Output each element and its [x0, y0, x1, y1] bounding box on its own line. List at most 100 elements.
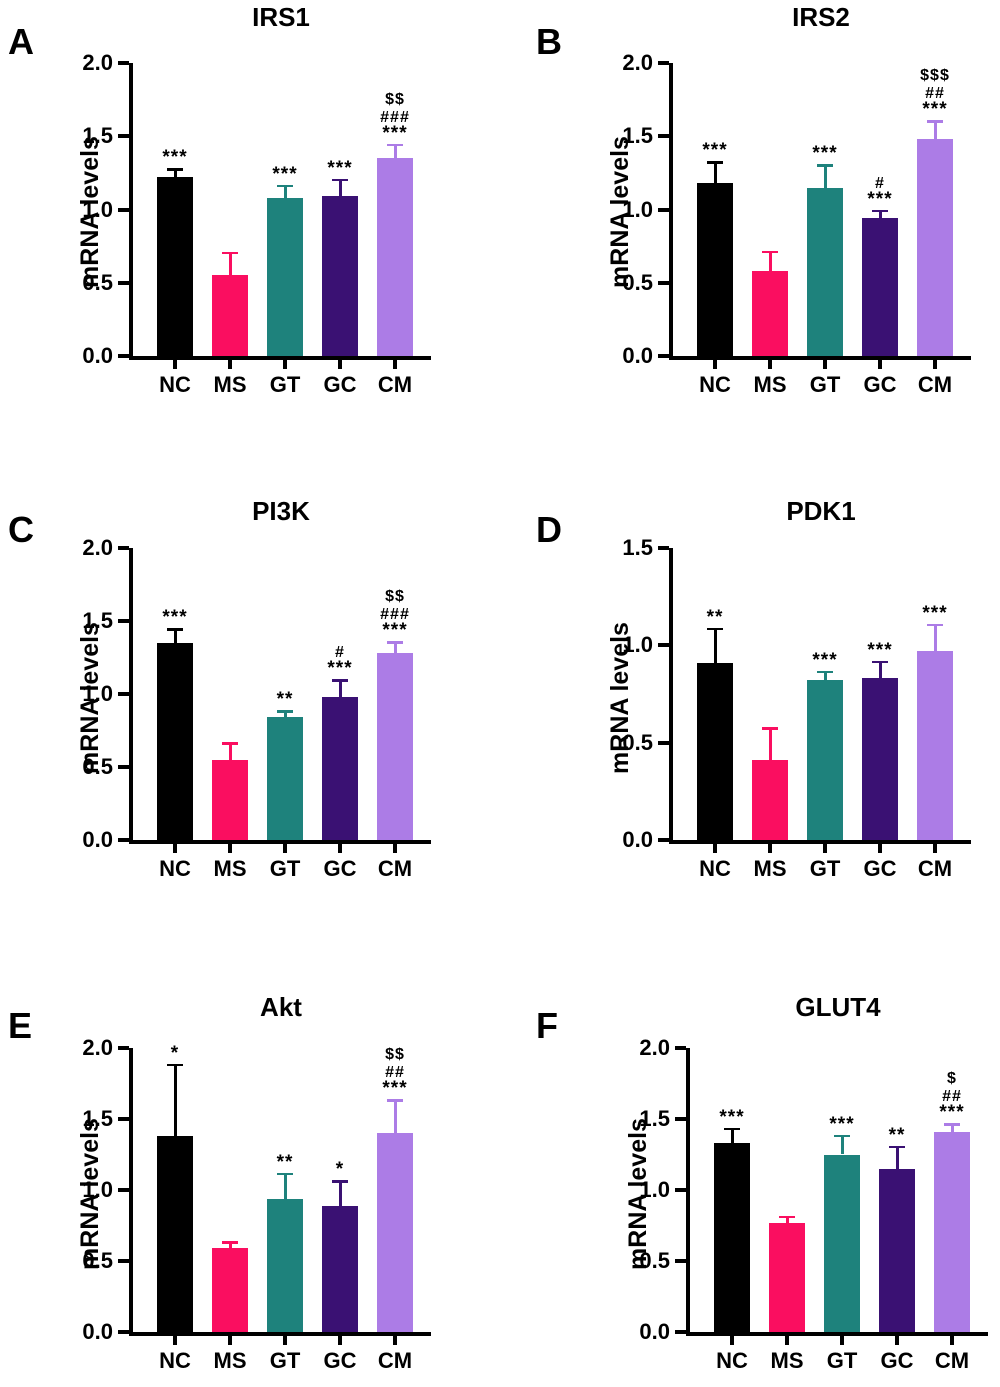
y-axis-label: mRNA levels [606, 622, 634, 774]
error-bar-cap [387, 641, 403, 644]
significance-marker: *** [382, 1078, 408, 1100]
significance-marker: *** [382, 620, 408, 642]
error-bar [934, 623, 937, 652]
significance-marker: *** [867, 639, 893, 661]
bar-nc [157, 177, 193, 356]
y-tick [658, 280, 669, 285]
x-tick [283, 360, 287, 369]
x-axis-label: MS [213, 372, 247, 397]
error-bar [824, 164, 827, 188]
x-tick [933, 360, 937, 369]
y-tick [118, 280, 129, 285]
x-tick [173, 1336, 177, 1345]
x-axis-label: GT [809, 856, 841, 881]
significance-marker: ** [276, 1151, 294, 1173]
y-tick-label: 0.5 [622, 729, 653, 755]
y-tick [118, 1046, 129, 1050]
panel-akt: E Akt mRNA levels 0.0 0.5 1.0 1.5 2.0 NC * MS GT… [0, 930, 500, 1387]
x-axis-label: NC [699, 856, 731, 881]
significance-marker: *** [939, 1102, 965, 1124]
y-tick-label: 2.0 [622, 50, 653, 75]
error-bar [879, 209, 882, 219]
x-axis-label: GT [269, 372, 301, 397]
x-tick [283, 1336, 287, 1345]
significance-marker: *** [812, 143, 838, 165]
significance-marker: *** [382, 122, 408, 144]
bar-gt [807, 187, 843, 356]
significance-marker: *** [719, 1106, 745, 1128]
error-bar-cap [222, 1241, 238, 1244]
y-tick [118, 1330, 129, 1334]
panel-pdk1: D PDK1 mRNA levels 0.0 0.5 1.0 1.5 NC ** MS GT *… [500, 460, 1000, 930]
y-tick [118, 619, 129, 623]
bar-gt [267, 717, 303, 840]
y-tick [118, 354, 129, 358]
bar-gc [862, 678, 898, 840]
significance-annotation: *** [130, 148, 220, 167]
error-bar-cap [387, 1099, 403, 1102]
y-tick-label: 2.0 [82, 50, 113, 75]
error-bar [174, 1063, 177, 1137]
error-bar-cap [332, 178, 348, 182]
x-axis-label: GC [323, 372, 357, 397]
error-bar [394, 641, 397, 654]
significance-annotation: $$ ### *** [350, 588, 440, 642]
x-tick [393, 360, 397, 369]
x-tick [823, 360, 827, 369]
significance-marker: $$ [385, 90, 405, 108]
significance-annotation: *** [295, 159, 385, 178]
bar-cm [934, 1131, 970, 1332]
error-bar [896, 1145, 899, 1169]
bar-cm [377, 1133, 413, 1332]
error-bar [951, 1123, 954, 1132]
error-bar [229, 251, 232, 276]
chart-title: Akt [260, 992, 302, 1022]
x-tick [228, 844, 232, 853]
x-axis-line [129, 840, 431, 844]
error-bar-cap [387, 143, 403, 147]
significance-annotation: * [130, 1042, 220, 1064]
chart-title: PI3K [252, 496, 310, 526]
error-bar-cap [332, 679, 348, 682]
y-tick-label: 0.5 [622, 269, 653, 295]
y-tick [118, 1188, 129, 1192]
error-bar-cap [834, 1134, 850, 1138]
significance-annotation: ** [240, 690, 330, 709]
error-bar [714, 627, 717, 663]
error-bar [284, 1172, 287, 1199]
error-bar-cap [222, 251, 238, 255]
error-bar-cap [332, 1180, 348, 1183]
y-tick-label: 0.0 [82, 343, 113, 368]
y-tick [118, 134, 129, 139]
significance-marker: ### [380, 108, 410, 126]
significance-marker: # [335, 644, 345, 662]
x-tick [173, 844, 177, 853]
plot-area: 0.0 0.5 1.0 1.5 2.0 NC *** MS GT ** GC # *** CM $$ ### *… [82, 535, 431, 881]
y-tick-label: 1.5 [622, 123, 653, 149]
x-axis-label: GT [826, 1348, 858, 1373]
bar-cm [377, 158, 413, 356]
significance-marker: # [875, 174, 885, 192]
x-tick [713, 360, 717, 369]
y-tick [118, 1259, 129, 1263]
x-axis-label: CM [934, 1348, 970, 1373]
error-bar [731, 1127, 734, 1144]
significance-marker: *** [829, 1113, 855, 1135]
x-tick [768, 360, 772, 369]
bar-nc [697, 183, 733, 356]
significance-annotation: *** [797, 1113, 887, 1135]
significance-marker: * [170, 1042, 180, 1064]
chart-title: IRS2 [792, 2, 850, 32]
panel-letter: D [536, 509, 562, 550]
x-tick [393, 844, 397, 853]
panel-letter: B [536, 21, 562, 62]
x-axis-label: CM [377, 856, 413, 881]
error-bar-cap [944, 1123, 960, 1126]
chart-title: IRS1 [252, 2, 310, 32]
error-bar-cap [872, 209, 888, 212]
y-tick-label: 0.5 [82, 269, 113, 295]
x-axis-label: MS [770, 1348, 804, 1373]
error-bar-cap [872, 660, 888, 664]
x-axis-label: NC [716, 1348, 748, 1373]
bar-cm [377, 653, 413, 840]
